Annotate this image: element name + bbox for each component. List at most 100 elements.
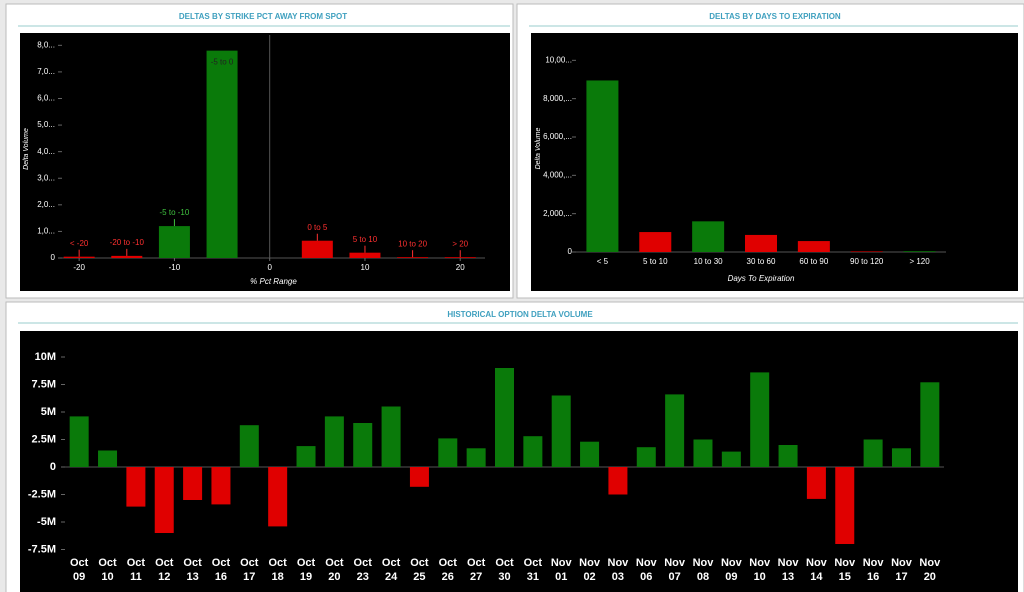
- x-tick-label: 10 to 30: [694, 257, 723, 266]
- y-tick-label: 10,00...: [545, 55, 572, 64]
- y-tick-label: -2.5M: [28, 488, 56, 500]
- x-tick-label: 17: [895, 571, 907, 583]
- bar: [665, 394, 685, 467]
- x-tick-label: Oct: [439, 557, 458, 569]
- x-tick-label: Oct: [354, 557, 373, 569]
- x-tick-label: Nov: [721, 557, 743, 569]
- y-tick-label: 5M: [41, 406, 56, 418]
- bar: [183, 467, 203, 500]
- x-tick-label: 07: [669, 571, 681, 583]
- bar: [126, 467, 146, 507]
- x-tick-label: -20: [73, 263, 85, 272]
- bar: [693, 439, 713, 467]
- bar: [324, 416, 344, 467]
- y-tick-label: 0: [568, 247, 573, 256]
- x-tick-label: < 5: [597, 257, 609, 266]
- x-tick-label: 10: [361, 263, 370, 272]
- x-tick-label: Nov: [919, 557, 941, 569]
- bar: [863, 439, 883, 467]
- x-tick-label: 20: [328, 571, 340, 583]
- bar: [639, 232, 672, 252]
- x-axis-label: % Pct Range: [250, 277, 297, 286]
- y-tick-label: -5M: [37, 516, 56, 528]
- bar: [466, 448, 486, 467]
- x-tick-label: Oct: [297, 557, 316, 569]
- bar: [523, 436, 543, 467]
- x-tick-label: 19: [300, 571, 312, 583]
- x-tick-label: Nov: [693, 557, 715, 569]
- y-tick-label: 10M: [35, 351, 56, 363]
- x-tick-label: Nov: [636, 557, 658, 569]
- bar-label: -5 to -10: [160, 208, 190, 217]
- y-tick-label: 0: [51, 253, 56, 262]
- bar: [806, 467, 826, 499]
- y-tick-label: 4,000,...: [543, 170, 572, 179]
- x-axis-label: Days To Expiration: [728, 274, 795, 283]
- x-tick-label: 09: [725, 571, 737, 583]
- bar: [495, 368, 514, 467]
- y-tick-label: 4,0...: [37, 147, 55, 156]
- bar-label: > 20: [452, 239, 468, 248]
- x-tick-label: Oct: [524, 557, 543, 569]
- x-tick-label: Oct: [382, 557, 401, 569]
- x-tick-label: Nov: [608, 557, 630, 569]
- x-tick-label: 16: [867, 571, 879, 583]
- bar: [301, 240, 333, 258]
- x-tick-label: Oct: [467, 557, 486, 569]
- y-axis-label: Delta Volume: [535, 128, 542, 170]
- bar: [608, 467, 628, 495]
- x-tick-label: 25: [413, 571, 425, 583]
- bar: [692, 221, 725, 252]
- bar: [903, 251, 936, 252]
- bar: [778, 445, 798, 467]
- x-tick-label: Oct: [212, 557, 231, 569]
- x-tick-label: 15: [839, 571, 851, 583]
- y-tick-label: 0: [50, 461, 56, 473]
- x-tick-label: 24: [385, 571, 398, 583]
- chart-title: DELTAS BY DAYS TO EXPIRATION: [709, 12, 841, 21]
- bar-label: < -20: [70, 239, 89, 248]
- x-tick-label: Oct: [70, 557, 89, 569]
- bar: [69, 416, 89, 467]
- bar: [750, 372, 770, 467]
- x-tick-label: 17: [243, 571, 255, 583]
- x-tick-label: 02: [583, 571, 595, 583]
- y-tick-label: 5,0...: [37, 120, 55, 129]
- bar: [551, 395, 571, 467]
- bar-label: -20 to -10: [110, 238, 145, 247]
- x-tick-label: 10: [101, 571, 113, 583]
- y-tick-label: 1,0...: [37, 227, 55, 236]
- y-tick-label: 8,000,...: [543, 94, 572, 103]
- bar: [239, 425, 259, 467]
- x-tick-label: Nov: [834, 557, 856, 569]
- x-tick-label: 18: [272, 571, 284, 583]
- x-tick-label: 09: [73, 571, 85, 583]
- bar: [580, 441, 600, 467]
- x-tick-label: 13: [782, 571, 794, 583]
- bar: [381, 406, 401, 467]
- bar: [438, 438, 458, 467]
- bar: [797, 241, 830, 252]
- y-tick-label: 3,0...: [37, 173, 55, 182]
- x-tick-label: Oct: [240, 557, 259, 569]
- x-tick-label: 26: [442, 571, 454, 583]
- x-tick-label: > 120: [909, 257, 930, 266]
- x-tick-label: 60 to 90: [799, 257, 828, 266]
- x-tick-label: Nov: [891, 557, 913, 569]
- y-tick-label: 2,000,...: [543, 209, 572, 218]
- x-tick-label: 20: [456, 263, 465, 272]
- y-tick-label: 7,0...: [37, 67, 55, 76]
- x-tick-label: 30 to 60: [747, 257, 776, 266]
- bar: [349, 252, 381, 258]
- bar: [206, 50, 238, 258]
- x-tick-label: Oct: [325, 557, 344, 569]
- x-tick-label: Nov: [579, 557, 601, 569]
- bar: [296, 446, 316, 467]
- x-tick-label: 06: [640, 571, 652, 583]
- x-tick-label: Oct: [183, 557, 202, 569]
- x-tick-label: 0: [267, 263, 272, 272]
- x-tick-label: 31: [527, 571, 539, 583]
- bar: [63, 256, 95, 258]
- x-tick-label: 14: [810, 571, 823, 583]
